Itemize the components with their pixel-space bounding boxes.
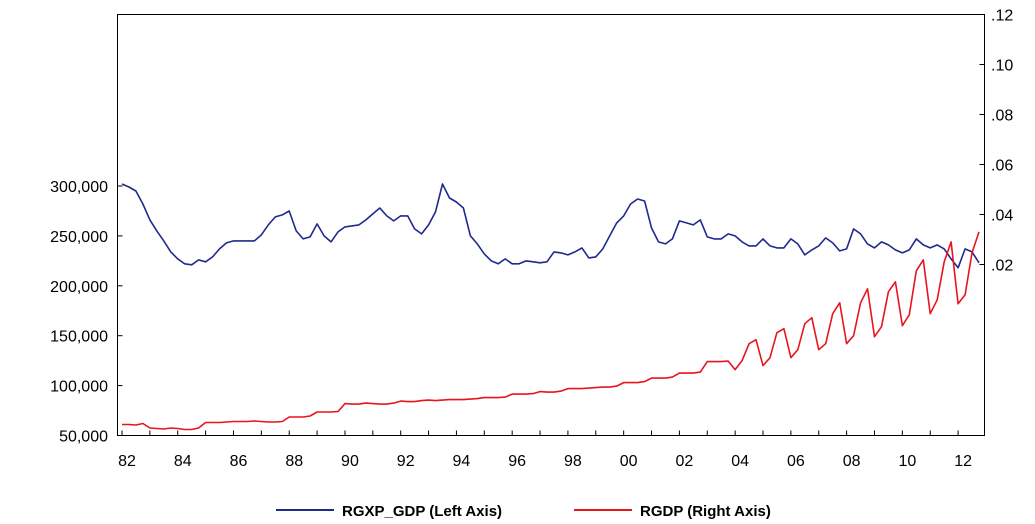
right-tick-label: .10 [991, 58, 1013, 75]
x-tick-label: 94 [453, 453, 471, 470]
left-tick-label: 150,000 [50, 329, 108, 346]
plot-frame [117, 14, 985, 436]
x-tick-label: 84 [174, 453, 192, 470]
right-tick-label: .06 [991, 158, 1013, 175]
x-tick-label: 88 [285, 453, 303, 470]
x-tick-label: 92 [397, 453, 415, 470]
legend-item-rgxp-gdp: RGXP_GDP (Left Axis) [276, 503, 502, 520]
right-tick-label: .04 [991, 208, 1013, 225]
left-tick-label: 50,000 [59, 429, 108, 446]
x-axis: 82 84 86 88 90 92 94 96 98 00 02 04 06 08 10 12 [118, 430, 972, 470]
series-layer [121, 183, 980, 431]
left-tick-label: 300,000 [50, 179, 108, 196]
x-tick-label: 90 [341, 453, 359, 470]
legend-label-rgdp: RGDP (Right Axis) [640, 503, 771, 520]
x-tick-label: 12 [954, 453, 972, 470]
x-tick-label: 98 [564, 453, 582, 470]
right-tick-label: .02 [991, 258, 1013, 275]
legend-label-rgxp-gdp: RGXP_GDP (Left Axis) [342, 503, 502, 520]
right-tick-label: .12 [991, 8, 1013, 25]
left-tick-label: 250,000 [50, 229, 108, 246]
x-tick-label: 10 [898, 453, 916, 470]
right-axis: .02 .04 .06 .08 .10 .12 [979, 8, 1013, 275]
left-tick-label: 200,000 [50, 279, 108, 296]
left-tick-label: 100,000 [50, 379, 108, 396]
x-tick-label: 96 [508, 453, 526, 470]
x-tick-label: 86 [230, 453, 248, 470]
series-line-rgdp [122, 231, 980, 431]
x-tick-label: 00 [620, 453, 638, 470]
legend-item-rgdp: RGDP (Right Axis) [574, 503, 771, 520]
legend: RGXP_GDP (Left Axis) RGDP (Right Axis) [276, 503, 771, 520]
x-tick-label: 82 [118, 453, 136, 470]
x-tick-label: 08 [843, 453, 861, 470]
x-tick-label: 04 [731, 453, 749, 470]
x-tick-label: 02 [675, 453, 693, 470]
series-line-rgxp-gdp [121, 183, 980, 269]
x-tick-label: 06 [787, 453, 805, 470]
left-axis: 50,000 100,000 150,000 200,000 250,000 300,00… [50, 179, 123, 446]
right-tick-label: .08 [991, 108, 1013, 125]
